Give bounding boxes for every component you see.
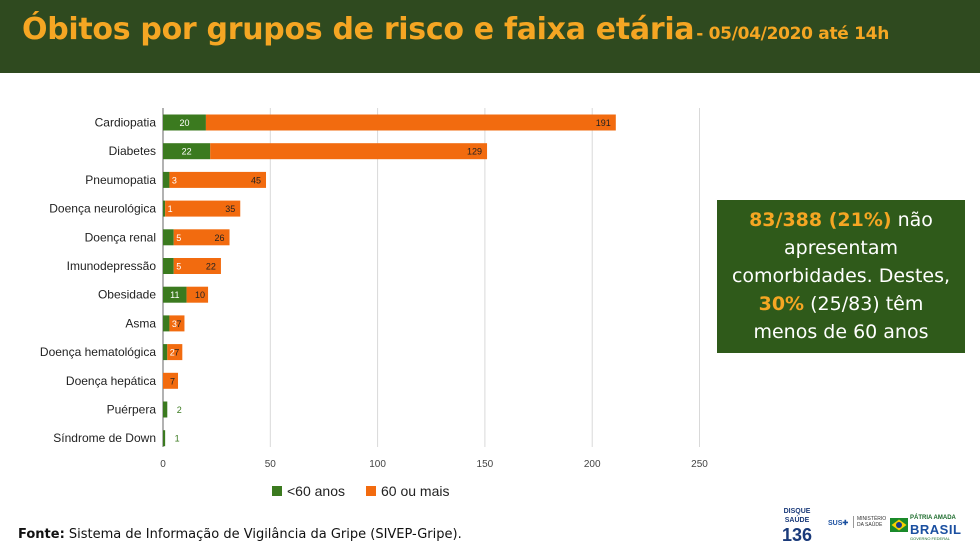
bar-under60 [163, 430, 166, 447]
page-title: Óbitos por grupos de risco e faixa etári… [22, 12, 889, 47]
category-label: Imunodepressão [67, 259, 157, 273]
title-date: - 05/04/2020 até 14h [696, 24, 890, 44]
bar-over60 [186, 286, 209, 303]
brasil-main: BRASIL [910, 522, 962, 537]
bar-under60 [163, 344, 168, 361]
bar-over60 [173, 229, 230, 246]
legend-swatch-over60 [366, 486, 376, 496]
x-tick-label: 0 [160, 459, 166, 470]
bar-under60 [163, 171, 170, 188]
data-label-over60: 26 [215, 233, 225, 243]
bar-over60 [169, 315, 185, 332]
data-label-over60: 7 [174, 348, 179, 358]
bar-over60 [165, 200, 241, 217]
data-label-under60: 1 [175, 434, 180, 444]
bar-over60 [205, 114, 616, 131]
data-label-under60: 2 [177, 405, 182, 415]
category-label: Doença hepática [66, 374, 156, 388]
cross-icon: ✚ [842, 520, 849, 527]
category-label: Pneumopatia [85, 173, 156, 187]
disque-line2: SAÚDE [784, 517, 810, 524]
x-tick-label: 150 [477, 459, 494, 470]
data-label-under60: 3 [172, 319, 177, 329]
bar-over60 [169, 171, 267, 188]
bar-over60 [173, 258, 221, 274]
category-label: Cardiopatia [95, 116, 157, 130]
category-label: Doença hematológica [40, 345, 156, 359]
bar-under60 [163, 286, 187, 303]
bar-under60 [163, 401, 168, 418]
data-label-under60: 1 [168, 204, 173, 214]
bar-under60 [163, 315, 170, 332]
category-label: Doença neurológica [49, 202, 156, 216]
data-label-over60: 45 [251, 175, 261, 185]
callout-text-1: não apresentam comorbidades. Destes, [731, 209, 951, 287]
category-label: Diabetes [109, 144, 156, 158]
legend-label-under60: <60 anos [287, 483, 345, 499]
x-tick-label: 250 [691, 459, 708, 470]
data-label-over60: 7 [176, 319, 181, 329]
bar-under60 [163, 200, 166, 217]
source-note: Fonte: Sistema de Informação de Vigilânc… [18, 527, 462, 542]
category-label: Asma [125, 316, 156, 330]
callout-highlight-percent: 30% [758, 293, 805, 315]
disque-number: 136 [781, 525, 813, 545]
x-tick-label: 50 [265, 459, 277, 470]
data-label-under60: 2 [170, 348, 175, 358]
brazil-flag-icon [890, 518, 908, 532]
x-tick-label: 200 [584, 459, 601, 470]
data-label-under60: 20 [179, 118, 189, 128]
bar-under60 [163, 114, 206, 131]
comorbidity-callout: 83/388 (21%) não apresentam comorbidades… [717, 200, 965, 353]
category-label: Puérpera [107, 403, 157, 417]
bar-over60 [210, 143, 488, 160]
brasil-top: PÁTRIA AMADA [910, 515, 956, 521]
bar-under60 [163, 258, 174, 274]
data-label-over60: 22 [206, 262, 216, 272]
data-label-under60: 5 [176, 233, 181, 243]
legend-swatch-under60 [272, 486, 282, 496]
bar-under60 [163, 229, 174, 246]
bar-under60 [163, 143, 211, 160]
x-tick-label: 100 [369, 459, 386, 470]
category-label: Doença renal [85, 230, 156, 244]
brasil-bottom: GOVERNO FEDERAL [910, 536, 951, 541]
sus-logo: SUS✚ [828, 519, 848, 527]
governo-brasil-logo: PÁTRIA AMADA BRASIL GOVERNO FEDERAL [890, 510, 962, 542]
data-label-over60: 7 [170, 376, 175, 386]
data-label-under60: 11 [170, 290, 179, 300]
data-label-over60: 10 [195, 290, 205, 300]
title-main: Óbitos por grupos de risco e faixa etári… [22, 12, 695, 47]
data-label-over60: 191 [596, 118, 611, 128]
bar-over60 [163, 372, 179, 389]
callout-highlight-ratio: 83/388 (21%) [749, 209, 892, 231]
data-label-under60: 22 [182, 147, 192, 157]
data-label-under60: 3 [172, 175, 177, 185]
disque-line1: DISQUE [783, 508, 811, 515]
header-bar: Óbitos por grupos de risco e faixa etári… [0, 0, 980, 73]
bar-over60 [167, 344, 183, 361]
ministerio-logo: MINISTÉRIO DA SAÚDE [853, 516, 889, 528]
data-label-over60: 35 [225, 204, 235, 214]
source-text: Sistema de Informação de Vigilância da G… [64, 527, 462, 542]
legend-label-over60: 60 ou mais [381, 483, 449, 499]
sus-text: SUS [828, 520, 843, 527]
data-label-under60: 5 [176, 262, 181, 272]
callout-text-2: (25/83) têm menos de 60 anos [753, 293, 929, 343]
category-label: Síndrome de Down [53, 431, 156, 445]
disque-saude-logo: DISQUE SAÚDE 136 [778, 507, 816, 545]
data-label-over60: 129 [467, 147, 482, 157]
category-label: Obesidade [98, 288, 156, 302]
source-label: Fonte: [18, 527, 65, 542]
